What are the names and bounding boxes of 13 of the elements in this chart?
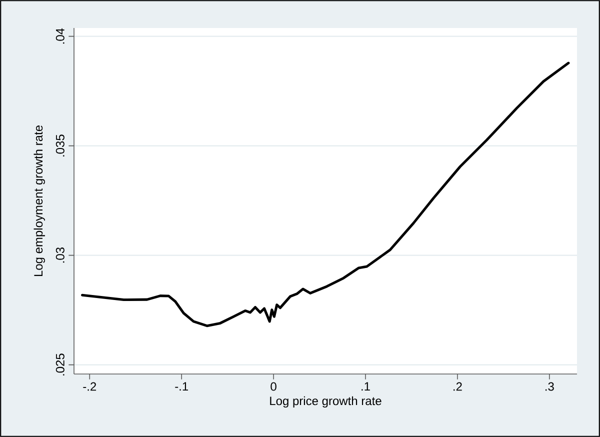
x-tick-label: -.2 [83,382,96,391]
line-series [81,62,570,328]
y-axis-title: Log employment growth rate [34,126,45,276]
x-tick-label: 0 [270,382,276,391]
y-tick-label: .03 [56,247,64,263]
x-tick-label: .1 [362,382,370,391]
x-tick-label: -.1 [175,382,188,391]
y-tick-label: .04 [56,28,64,44]
y-tick-label: .035 [56,134,64,156]
x-tick-label: .2 [454,382,462,391]
x-tick-label: .3 [545,382,554,391]
y-tick-label: .025 [56,354,64,376]
x-axis-title: Log price growth rate [270,396,382,408]
